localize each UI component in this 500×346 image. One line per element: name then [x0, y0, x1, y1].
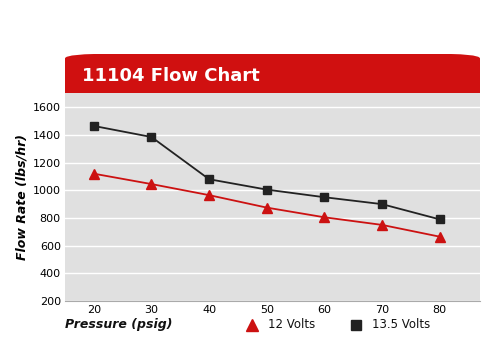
FancyBboxPatch shape — [65, 54, 480, 93]
Text: 12 Volts: 12 Volts — [268, 318, 316, 331]
Bar — [65, 74, 480, 93]
Text: 11104 Flow Chart: 11104 Flow Chart — [82, 66, 260, 84]
Y-axis label: Flow Rate (lbs/hr): Flow Rate (lbs/hr) — [16, 134, 28, 260]
Text: 13.5 Volts: 13.5 Volts — [372, 318, 430, 331]
Text: Pressure (psig): Pressure (psig) — [65, 318, 172, 331]
